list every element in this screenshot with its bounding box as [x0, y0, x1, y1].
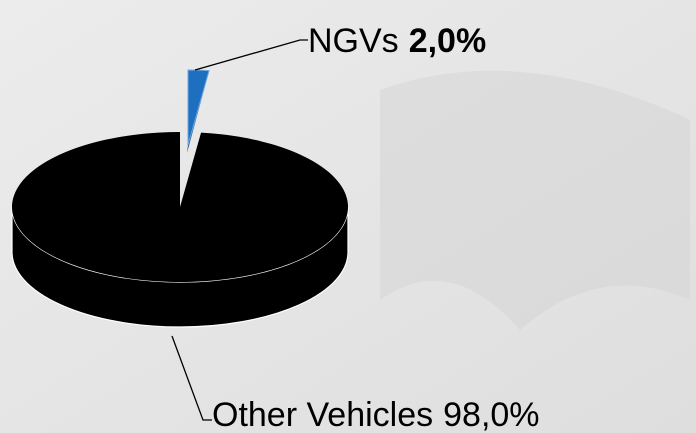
background-shape	[380, 70, 690, 330]
pie	[11, 69, 349, 328]
data-label: NGVs 2,0%	[308, 22, 486, 60]
data-label: Other Vehicles 98,0%	[212, 396, 540, 433]
value-label: 2,0%	[409, 22, 487, 60]
category-label: NGVs	[308, 22, 399, 60]
labels: NGVs 2,0% Other Vehicles 98,0%	[171, 22, 540, 433]
category-label: Other Vehicles	[212, 396, 433, 433]
value-label: 98,0%	[443, 396, 539, 433]
pie-slice	[187, 69, 210, 146]
leader-line	[171, 335, 212, 421]
pie-slice	[11, 132, 349, 282]
leader-line	[194, 39, 308, 71]
